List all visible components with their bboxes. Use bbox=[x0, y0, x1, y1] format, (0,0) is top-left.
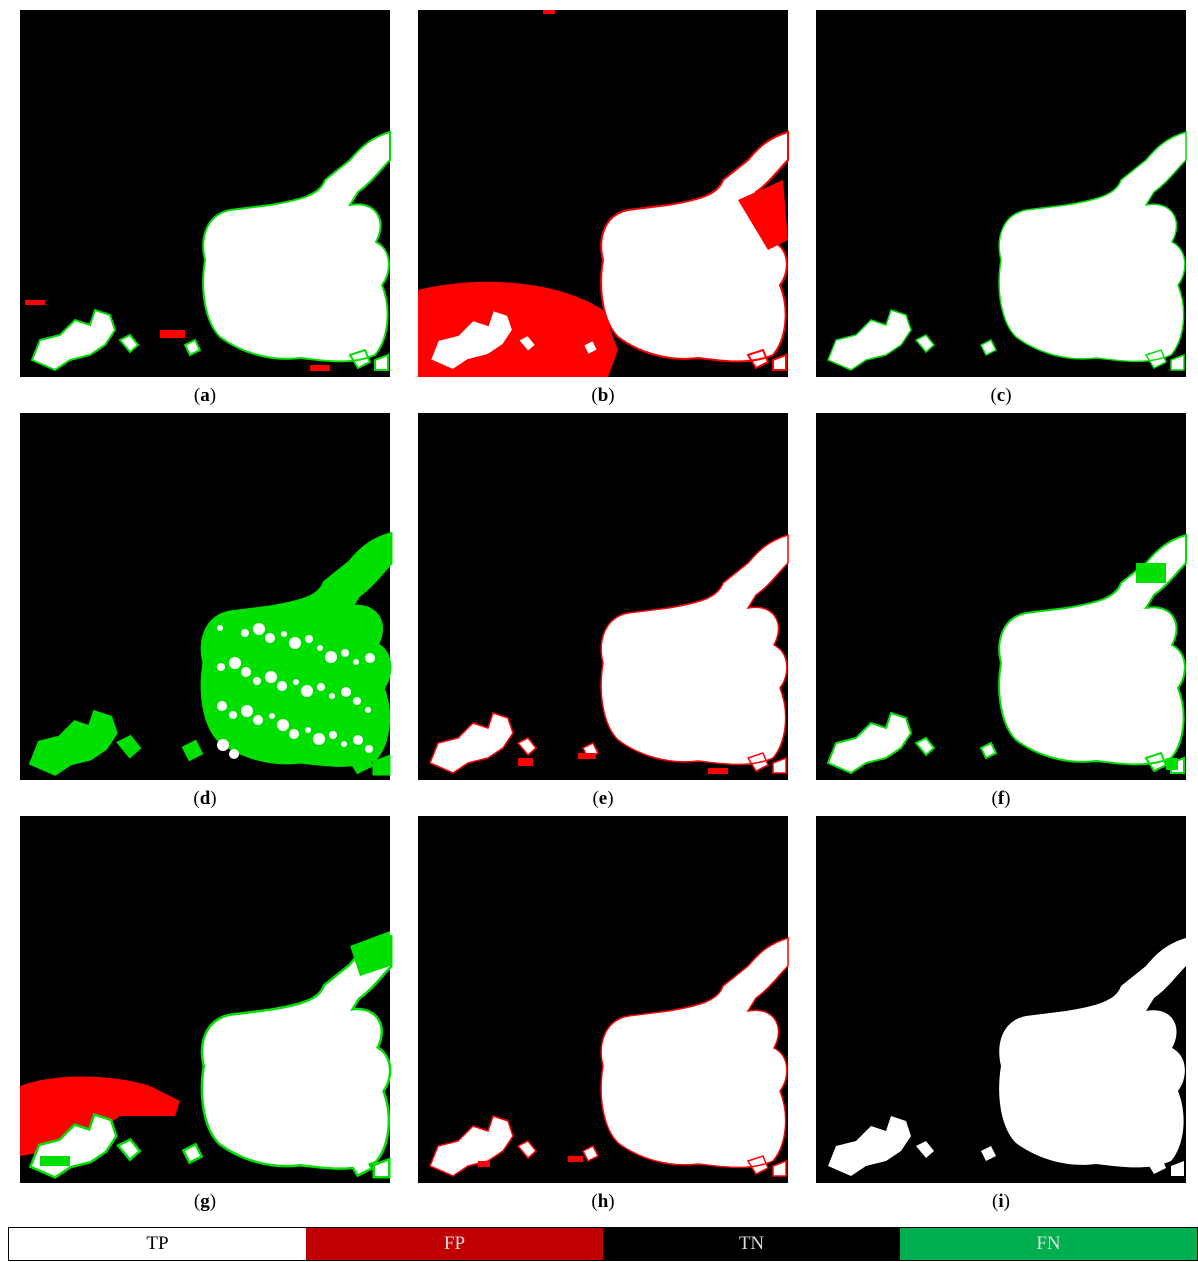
panel-label: (e) bbox=[592, 788, 613, 809]
panel-label: (d) bbox=[193, 788, 216, 809]
tp-spot bbox=[241, 629, 249, 637]
panel bbox=[20, 10, 390, 377]
label-close: ) bbox=[1005, 385, 1011, 406]
tp-spot bbox=[353, 697, 361, 705]
tp-spot bbox=[229, 711, 237, 719]
tp-spot bbox=[341, 687, 351, 697]
panel-label: (i) bbox=[992, 1191, 1010, 1212]
label-letter: g bbox=[200, 1191, 210, 1212]
legend-cell: FP bbox=[306, 1228, 603, 1260]
tp-spot bbox=[241, 705, 253, 717]
panel-label: (b) bbox=[591, 385, 614, 406]
tp-spot bbox=[229, 657, 241, 669]
tp-spot bbox=[241, 667, 251, 677]
tp-spot bbox=[325, 651, 337, 663]
panel bbox=[418, 10, 788, 377]
tp-spot bbox=[341, 741, 347, 747]
panel bbox=[20, 413, 390, 780]
tp-spot bbox=[217, 663, 225, 671]
tp-spot bbox=[317, 645, 323, 651]
tp-spot bbox=[277, 681, 287, 691]
tp-spot bbox=[293, 679, 299, 685]
tp-spot bbox=[313, 733, 325, 745]
label-close: ) bbox=[210, 1191, 216, 1212]
label-close: ) bbox=[210, 385, 216, 406]
tp-spot bbox=[353, 659, 359, 665]
tp-spot bbox=[301, 685, 313, 697]
tp-spot bbox=[253, 623, 265, 635]
tp-spot bbox=[277, 719, 289, 731]
tp-spot bbox=[341, 649, 349, 657]
tp-spot bbox=[229, 749, 239, 759]
figure: (a) (b) (c) (d) (e) (f) (g) (h) (i) bbox=[0, 0, 1198, 1225]
tp-spot bbox=[365, 707, 371, 713]
tp-spot bbox=[269, 713, 275, 719]
tp-spot bbox=[365, 653, 375, 663]
label-close: ) bbox=[607, 788, 613, 809]
label-letter: d bbox=[200, 788, 211, 809]
tp-spot bbox=[317, 683, 325, 691]
label-letter: e bbox=[599, 788, 607, 809]
panel-label: (g) bbox=[194, 1191, 216, 1212]
tp-spot bbox=[217, 625, 223, 631]
panel-label: (h) bbox=[591, 1191, 614, 1212]
page: {"figure": { "label_open": "(", "label_c… bbox=[0, 0, 1198, 1262]
label-close: ) bbox=[608, 1191, 614, 1212]
tp-spot bbox=[265, 671, 277, 683]
tp-spot bbox=[365, 745, 373, 753]
tp-spot bbox=[253, 715, 263, 725]
legend-cell: TP bbox=[9, 1228, 306, 1260]
tp-spot bbox=[305, 635, 313, 643]
panel-label: (a) bbox=[194, 385, 216, 406]
label-close: ) bbox=[1004, 788, 1010, 809]
tp-spot bbox=[289, 637, 301, 649]
tp-spot bbox=[217, 739, 229, 751]
tp-spot bbox=[281, 631, 287, 637]
tp-spot bbox=[253, 677, 261, 685]
panel bbox=[816, 413, 1186, 780]
panel bbox=[816, 816, 1186, 1183]
tp-spot bbox=[353, 735, 363, 745]
label-close: ) bbox=[608, 385, 614, 406]
label-close: ) bbox=[210, 788, 216, 809]
tp-spot bbox=[305, 727, 311, 733]
panel bbox=[418, 816, 788, 1183]
panel bbox=[418, 413, 788, 780]
label-letter: h bbox=[598, 1191, 609, 1212]
label-letter: c bbox=[997, 385, 1005, 406]
legend-cell: FN bbox=[900, 1228, 1197, 1260]
legend-cell: TN bbox=[603, 1228, 900, 1260]
tp-spot bbox=[265, 633, 275, 643]
panel-label: (c) bbox=[990, 385, 1011, 406]
label-letter: a bbox=[200, 385, 210, 406]
panel bbox=[20, 816, 390, 1183]
panel bbox=[816, 10, 1186, 377]
label-close: ) bbox=[1004, 1191, 1010, 1212]
tp-spot bbox=[329, 731, 337, 739]
label-letter: b bbox=[598, 385, 609, 406]
tp-spot bbox=[329, 693, 335, 699]
tp-spot bbox=[217, 701, 227, 711]
panel-label: (f) bbox=[992, 788, 1011, 809]
tp-spot bbox=[289, 729, 299, 739]
